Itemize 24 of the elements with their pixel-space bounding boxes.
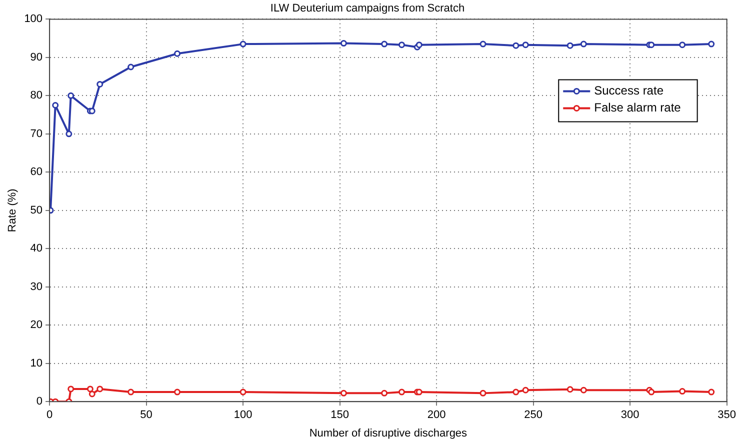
legend-label: False alarm rate	[594, 100, 682, 115]
x-axis-title: Number of disruptive discharges	[309, 427, 468, 440]
x-tick-label: 150	[330, 409, 349, 422]
y-tick-label: 50	[30, 204, 43, 216]
x-tick-label: 350	[718, 409, 736, 422]
y-tick-label: 60	[30, 166, 43, 178]
y-tick-label: 70	[30, 128, 43, 140]
y-tick-label: 0	[36, 396, 43, 408]
x-tick-label: 100	[234, 409, 252, 422]
x-tick-label: 300	[620, 409, 640, 422]
y-tick-label: 10	[30, 357, 43, 370]
y-axis-title: Rate (%)	[6, 188, 19, 232]
y-tick-label: 100	[24, 13, 43, 26]
x-tick-label: 50	[140, 409, 152, 422]
x-tick-label: 200	[427, 409, 446, 422]
y-tick-label: 90	[30, 51, 43, 64]
y-tick-label: 30	[30, 280, 43, 293]
x-tick-label: 250	[524, 409, 542, 422]
chart-title: ILW Deuterium campaigns from Scratch	[270, 2, 465, 15]
x-tick-label: 0	[46, 409, 53, 422]
y-tick-label: 20	[30, 319, 43, 332]
legend-label: Success rate	[594, 84, 664, 98]
y-tick-label: 80	[30, 90, 43, 102]
y-tick-label: 40	[30, 242, 43, 255]
